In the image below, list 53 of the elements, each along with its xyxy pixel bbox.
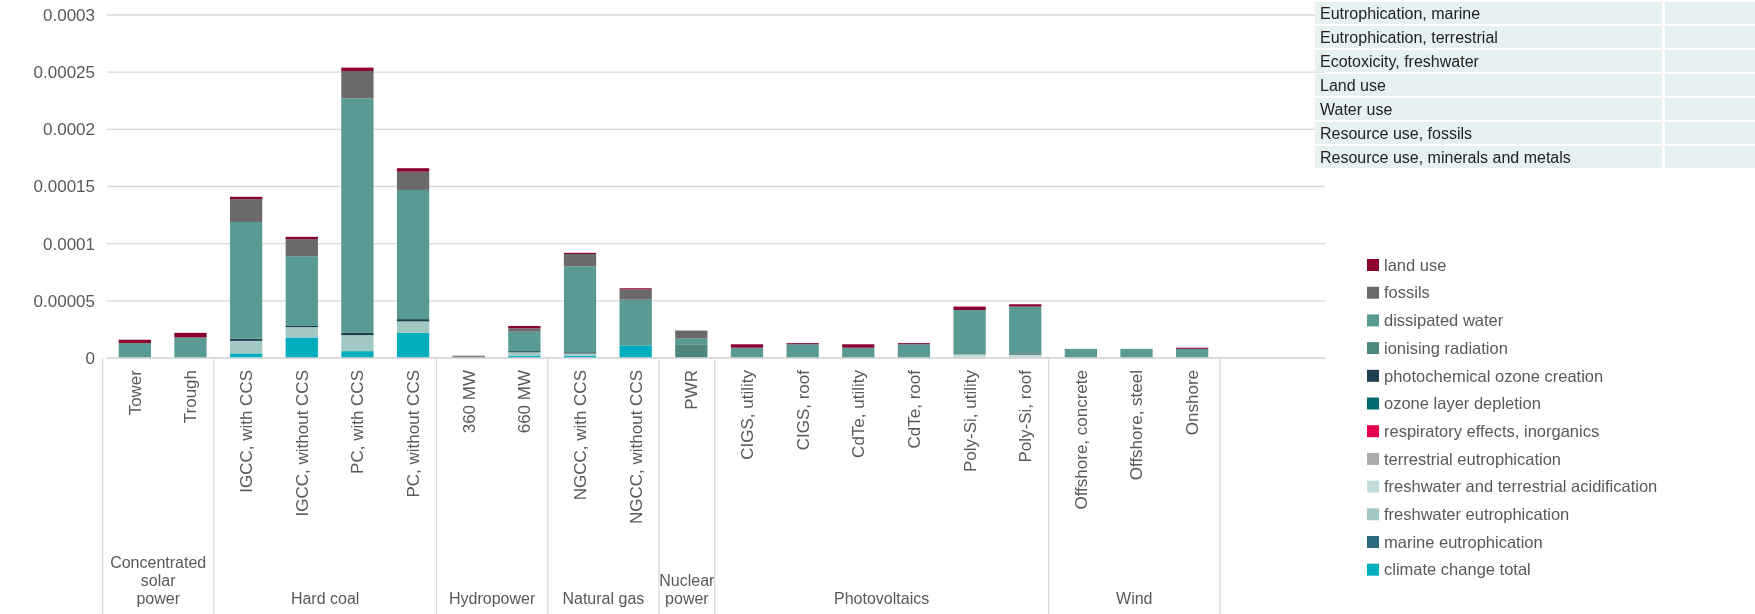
y-tick-label: 0.00005 <box>33 291 95 311</box>
x-tick-label: PWR <box>682 370 702 410</box>
text: Wind <box>1116 590 1153 607</box>
text: Water use <box>1320 100 1393 118</box>
legend-label: ozone layer depletion <box>1384 394 1541 413</box>
x-tick-label: Offshore, concrete <box>1071 370 1091 510</box>
legend-label: land use <box>1384 255 1447 274</box>
x-tick-label: Onshore <box>1183 370 1203 436</box>
text: Hydropower <box>448 590 536 607</box>
text: Nuclear power <box>659 572 716 607</box>
legend-label: dissipated water <box>1384 311 1504 330</box>
x-tick-label: Trough <box>181 370 201 424</box>
x-tick-label: NGCC, with CCS <box>570 370 590 501</box>
y-tick-label: 0 <box>85 348 95 368</box>
y-tick-label: 0.0001 <box>43 234 95 254</box>
x-tick-label: 360 MW <box>459 370 479 434</box>
x-tick-label: Tower <box>125 369 145 416</box>
legend-label: freshwater and terrestrial acidification <box>1384 477 1658 496</box>
text: Concentrated solar power <box>110 554 207 607</box>
text: Photovoltaics <box>834 590 930 607</box>
y-tick-label: 0.0002 <box>43 120 95 140</box>
y-tick-label: 0.0003 <box>43 5 95 25</box>
x-tick-label: PC, with CCS <box>348 370 368 474</box>
y-tick-label: 0.00015 <box>33 177 95 197</box>
x-tick-label: NGCC, without CCS <box>626 370 646 524</box>
x-tick-label: CdTe, roof <box>904 369 924 449</box>
text: Resource use, fossils <box>1320 124 1473 142</box>
x-tick-label: Poly-Si, utility <box>960 369 980 473</box>
x-tick-label: Offshore, steel <box>1127 370 1147 481</box>
legend-label: terrestrial eutrophication <box>1384 449 1562 468</box>
text: Hard coal <box>290 590 360 607</box>
legend-label: fossils <box>1384 283 1430 302</box>
x-tick-label: CIGS, roof <box>793 369 813 451</box>
text: Resource use, minerals and metals <box>1320 148 1571 166</box>
y-tick-label: 0.00025 <box>33 63 95 83</box>
legend-label: respiratory effects, inorganics <box>1384 421 1600 440</box>
text: Ecotoxicity, freshwater <box>1320 52 1480 70</box>
x-tick-label: CdTe, utility <box>849 369 869 458</box>
legend-label: marine eutrophication <box>1384 532 1543 551</box>
x-tick-label: CIGS, utility <box>737 369 757 460</box>
legend-label: freshwater eutrophication <box>1384 505 1570 524</box>
x-tick-label: IGCC, without CCS <box>292 370 312 517</box>
text: Land use <box>1320 76 1386 94</box>
text: Eutrophication, marine <box>1320 4 1481 22</box>
text: Eutrophication, terrestrial <box>1320 28 1498 46</box>
x-tick-label: IGCC, with CCS <box>237 370 257 493</box>
x-tick-label: 660 MW <box>515 370 535 434</box>
text: Natural gas <box>562 590 645 607</box>
legend-label: ionising radiation <box>1384 338 1508 357</box>
legend-label: photochemical ozone creation <box>1384 366 1604 385</box>
legend-label: climate change total <box>1384 560 1531 579</box>
x-tick-label: Poly-Si, roof <box>1016 369 1036 463</box>
x-tick-label: PC, without CCS <box>404 370 424 498</box>
